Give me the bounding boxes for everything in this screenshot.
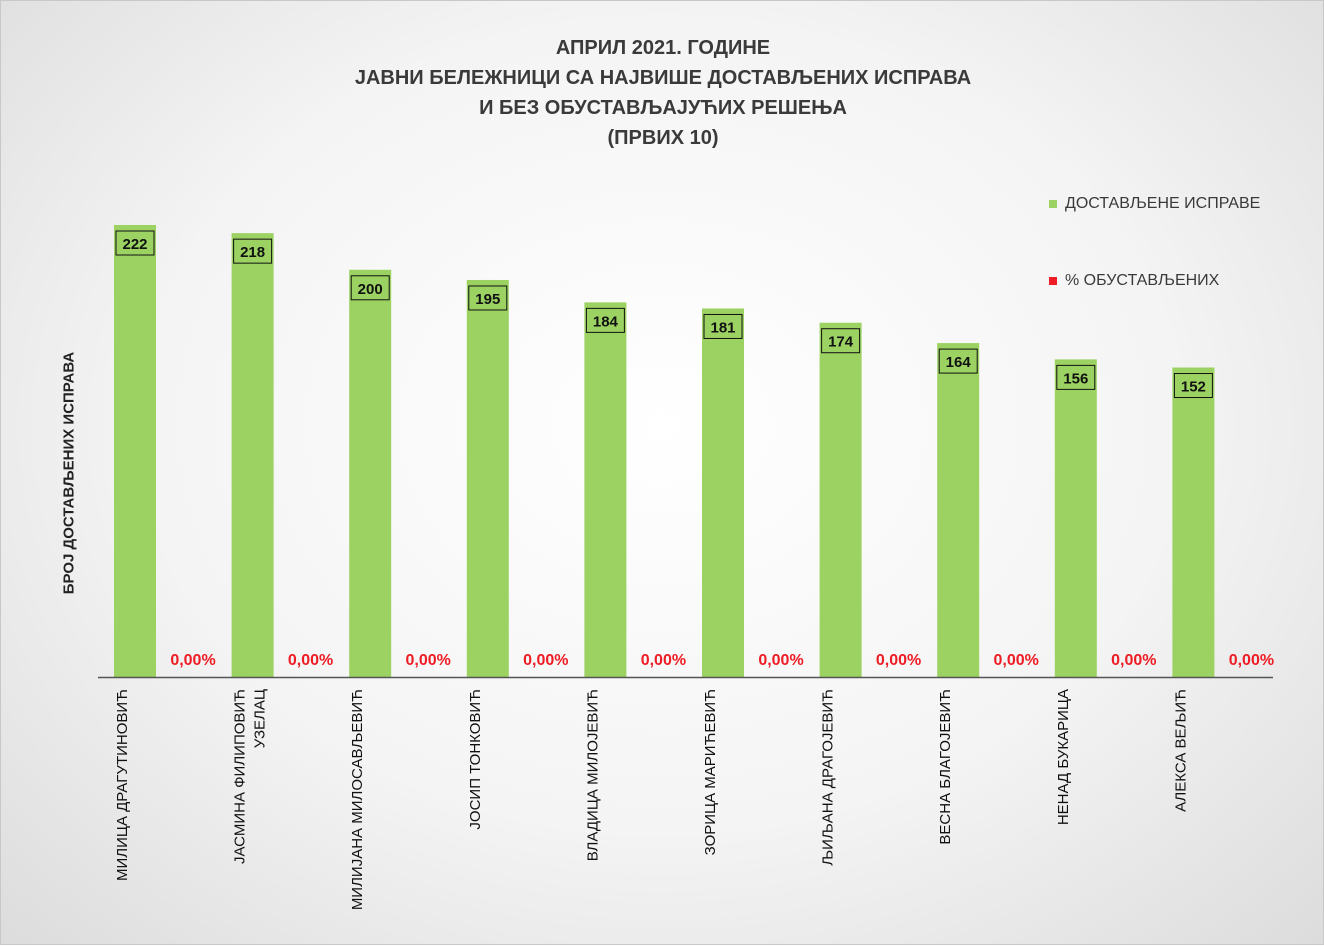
bar-delivered [819,322,862,677]
x-tick-label: НЕНАД БУКАРИЦА [1055,689,1072,825]
data-label-box [938,348,978,374]
data-label-delivered: 218 [240,244,265,261]
bar-delivered [114,225,156,677]
data-label-box [1173,373,1213,399]
data-label-box [233,238,273,264]
data-label-suspended-pct: 0,00% [288,652,333,669]
bar-delivered [584,302,627,677]
data-label-box [350,275,390,301]
data-label-box [468,285,508,311]
x-tick-label: ЈОСИП ТОНКОВИЋ [467,689,484,830]
x-tick-label: УЗЕЛАЦ [252,689,269,748]
x-tick-label: ВЛАДИЦА МИЛОЈЕВИЋ [584,689,601,861]
bar-delivered [466,279,509,677]
legend-item-delivered: ДОСТАВЉЕНЕ ИСПРАВЕ [1049,195,1260,213]
legend-label-suspended: % ОБУСТАВЉЕНИХ [1065,272,1220,289]
data-label-suspended-pct: 0,00% [994,652,1039,669]
data-label-box [821,328,861,354]
legend-swatch-delivered [1049,200,1057,208]
data-label-suspended-pct: 0,00% [758,652,803,669]
data-label-suspended-pct: 0,00% [170,652,215,669]
bar-delivered [231,233,274,677]
data-label-delivered: 152 [1181,379,1206,396]
data-label-suspended-pct: 0,00% [641,652,686,669]
data-label-box [115,230,155,256]
chart-title-line-4: (ПРВИХ 10) [607,127,719,149]
data-label-delivered: 222 [122,236,147,253]
data-label-delivered: 200 [358,281,383,298]
bar-delivered [937,343,980,677]
legend-item-suspended: % ОБУСТАВЉЕНИХ [1049,272,1219,290]
data-label-delivered: 164 [946,354,972,371]
data-label-suspended-pct: 0,00% [523,652,568,669]
data-label-suspended-pct: 0,00% [1111,652,1156,669]
x-tick-label: МИЛИЈАНА МИЛОСАВЉЕВИЋ [349,689,366,910]
data-label-box [703,313,743,339]
data-label-box [1056,364,1096,390]
x-tick-label: ЗОРИЦА МАРИЋЕВИЋ [702,689,719,855]
data-label-delivered: 156 [1063,370,1088,387]
chart-title-line-1: АПРИЛ 2021. ГОДИНЕ [555,37,771,59]
legend-swatch-suspended [1049,277,1057,285]
x-tick-label: ЉИЉАНА ДРАГОЈЕВИЋ [820,689,837,866]
data-label-box [585,307,625,333]
legend-label-delivered: ДОСТАВЉЕНЕ ИСПРАВЕ [1065,195,1261,212]
data-label-suspended-pct: 0,00% [1229,652,1274,669]
chart-title-line-2: ЈАВНИ БЕЛЕЖНИЦИ СА НАЈВИШЕ ДОСТАВЉЕНИХ И… [354,67,972,89]
data-label-delivered: 174 [828,334,854,351]
data-label-delivered: 184 [593,313,619,330]
data-label-suspended-pct: 0,00% [876,652,921,669]
bar-delivered [1054,359,1097,677]
x-tick-label: ЈАСМИНА ФИЛИПОВИЋ [232,689,249,864]
chart-title-line-3: И БЕЗ ОБУСТАВЉАЈУЋИХ РЕШЕЊА [479,97,847,119]
bar-delivered [702,308,744,677]
x-tick-label: АЛЕКСА ВЕЉИЋ [1172,689,1189,812]
data-label-suspended-pct: 0,00% [406,652,451,669]
x-tick-label: ВЕСНА БЛАГОЈЕВИЋ [937,689,954,845]
data-label-delivered: 195 [475,291,500,308]
bar-delivered [349,269,392,677]
data-label-delivered: 181 [710,319,735,336]
x-tick-label: МИЛИЦА ДРАГУТИНОВИЋ [114,689,131,881]
bar-delivered [1172,367,1215,677]
